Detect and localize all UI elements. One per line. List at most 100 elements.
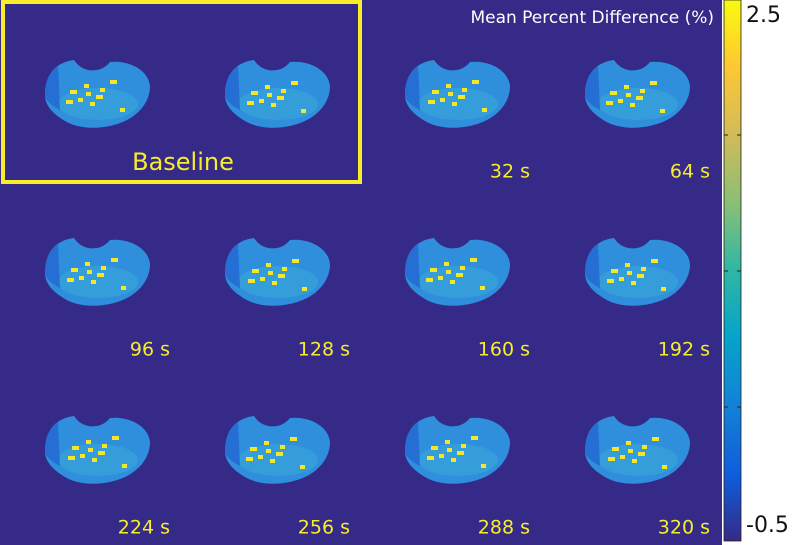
hot-spot [66,100,73,104]
hot-spot [460,266,465,270]
brain-image [45,416,150,484]
hot-spot [277,96,284,100]
hot-spot [452,102,457,106]
hot-spot [618,99,623,103]
brain-texture [598,88,678,120]
hot-spot [444,262,449,266]
time-label: 192 s [658,339,710,361]
hot-spot [120,108,125,112]
hot-spot [300,465,305,469]
baseline-label: Baseline [132,148,234,176]
brain-edge [405,66,420,110]
hot-spot [650,81,657,85]
hot-spot [426,278,433,282]
hot-spot [266,449,271,453]
hot-spot [472,80,479,84]
brain-edge [45,66,60,110]
hot-spot [632,459,637,463]
brain-edge [585,244,600,288]
hot-spot [122,464,127,468]
brain-edge [585,422,600,466]
hot-spot [612,447,619,451]
hot-spot [456,273,463,277]
time-label: 128 s [298,339,350,361]
brain-image [45,60,150,128]
brain-edge [405,422,420,466]
hot-spot [70,90,77,94]
hot-spot [78,98,83,102]
hot-spot [248,279,255,283]
hot-spot [121,286,126,290]
hot-spot [482,108,487,112]
time-label: 256 s [298,517,350,539]
hot-spot [270,459,275,463]
hot-spot [457,451,464,455]
hot-spot [251,91,258,95]
brain-edge [405,244,420,288]
brain-image [405,416,510,484]
hot-spot [626,441,631,445]
hot-spot [278,274,285,278]
brain-image [585,416,690,484]
brain-texture [598,444,678,476]
hot-spot [625,263,630,267]
hot-spot [662,465,667,469]
hot-spot [258,455,263,459]
hot-spot [660,109,665,113]
hot-spot [628,449,633,453]
hot-spot [481,464,486,468]
hot-spot [102,444,107,448]
hot-spot [260,277,265,281]
hot-spot [631,281,636,285]
hot-spot [446,84,451,88]
brain-texture [598,266,678,298]
brain-texture [418,88,498,120]
brain-image [225,60,330,128]
hot-spot [259,99,264,103]
brain-texture [58,444,138,476]
brain-edge [225,244,240,288]
brain-texture [418,444,498,476]
hot-spot [280,445,285,449]
time-label: 96 s [130,339,170,361]
hot-spot [101,266,106,270]
hot-spot [438,276,443,280]
hot-spot [264,441,269,445]
hot-spot [87,270,92,274]
hot-spot [447,448,452,452]
brain-texture [58,266,138,298]
hot-spot [290,437,297,441]
hot-spot [448,92,453,96]
hot-spot [470,258,477,262]
hot-spot [85,262,90,266]
hot-spot [79,276,84,280]
hot-spot [281,89,286,93]
hot-spot [461,444,466,448]
hot-spot [67,278,74,282]
hot-spot [462,88,467,92]
hot-spot [661,287,666,291]
hot-spot [439,454,444,458]
brain-image [225,238,330,306]
hot-spot [641,267,646,271]
brain-image [585,60,690,128]
brain-edge [45,422,60,466]
brain-texture [418,266,498,298]
brain-image [585,238,690,306]
hot-spot [80,454,85,458]
hot-spot [88,448,93,452]
hot-spot [301,109,306,113]
hot-spot [265,85,270,89]
hot-spot [111,258,118,262]
brain-image [405,60,510,128]
hot-spot [272,281,277,285]
hot-spot [606,101,613,105]
hot-spot [642,445,647,449]
hot-spot [302,287,307,291]
baseline-box [1,0,362,184]
brain-image [45,238,150,306]
brain-edge [585,66,600,110]
hot-spot [92,458,97,462]
hot-spot [451,458,456,462]
